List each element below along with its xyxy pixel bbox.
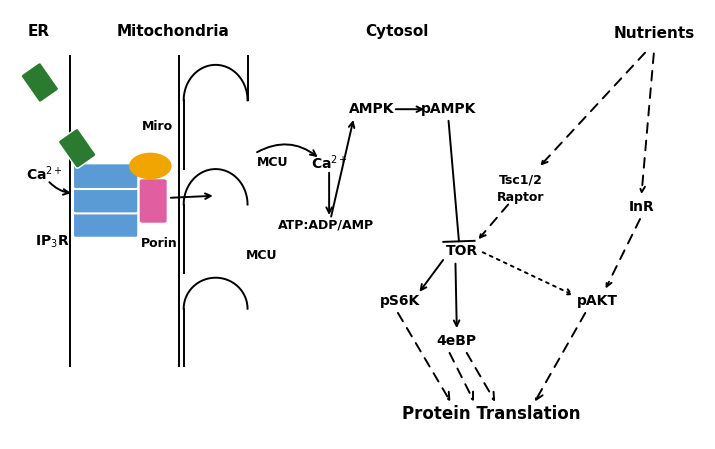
Text: pAMPK: pAMPK [420,102,476,116]
Text: Porin: Porin [140,237,177,250]
FancyBboxPatch shape [73,188,138,213]
Text: Tsc1/2: Tsc1/2 [499,174,543,187]
Text: 4eBP: 4eBP [437,334,477,348]
Text: Ca$^{2+}$: Ca$^{2+}$ [311,153,347,172]
Text: Ca$^{2+}$: Ca$^{2+}$ [26,164,62,183]
Text: Cytosol: Cytosol [365,24,428,39]
Text: Raptor: Raptor [497,191,544,204]
Text: Miro: Miro [142,120,173,133]
Text: ER: ER [27,24,49,39]
FancyBboxPatch shape [21,62,59,102]
Text: Mitochondria: Mitochondria [117,24,230,39]
FancyBboxPatch shape [73,163,138,189]
Text: MCU: MCU [246,249,277,262]
Text: IP$_3$R: IP$_3$R [35,233,69,250]
Text: pS6K: pS6K [380,294,420,308]
Text: Protein Translation: Protein Translation [402,405,580,423]
FancyBboxPatch shape [73,212,138,238]
Text: InR: InR [628,200,654,214]
Text: AMPK: AMPK [349,102,395,116]
Text: pAKT: pAKT [577,294,618,308]
FancyBboxPatch shape [59,128,96,168]
Text: TOR: TOR [446,244,478,258]
Text: Nutrients: Nutrients [613,26,695,41]
Text: MCU: MCU [257,156,288,169]
FancyBboxPatch shape [139,179,167,223]
Text: ATP:ADP/AMP: ATP:ADP/AMP [277,218,374,231]
Circle shape [129,153,172,179]
